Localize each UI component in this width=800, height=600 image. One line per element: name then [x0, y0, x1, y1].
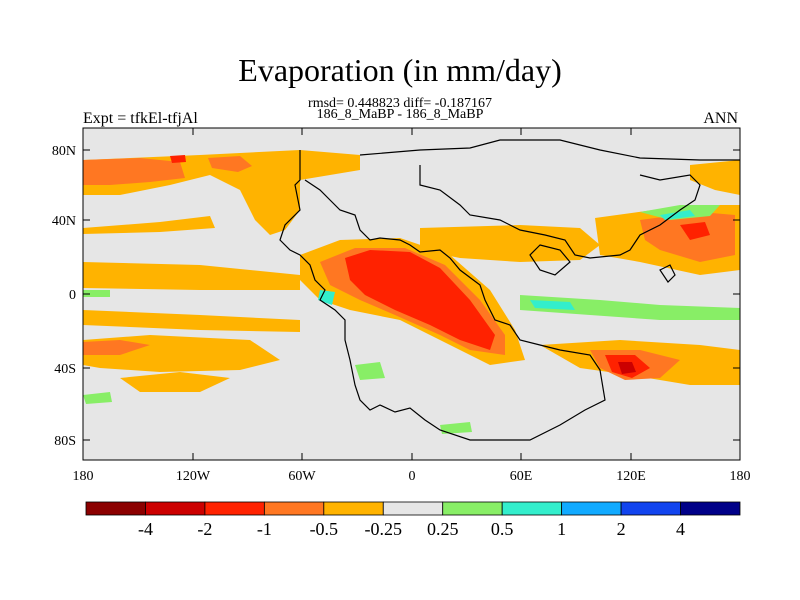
colorbar-label: 0.25 [427, 519, 459, 539]
colorbar-swatch [561, 501, 622, 516]
lon-label-0: 0 [409, 469, 416, 484]
contour-north-orange-2 [208, 156, 252, 172]
longitude-axis: 180 120W 60W 0 60E 120E 180 [73, 128, 751, 484]
coastlines [279, 139, 740, 441]
colorbar-label: -0.25 [365, 519, 403, 539]
contour-atlantic-red [345, 250, 495, 350]
contour-green-4 [355, 362, 385, 380]
contour-green-1 [83, 290, 110, 297]
contour-trop-band-1 [83, 262, 300, 290]
lon-label-180-right: 180 [730, 469, 751, 484]
contour-indian-south-darkred [618, 362, 636, 374]
statistics-text: rmsd= 0.448823 diff= -0.187167 [308, 96, 492, 111]
lon-label-60E: 60E [510, 469, 533, 484]
contour-green-2 [83, 392, 112, 404]
contour-east-north-1 [690, 160, 740, 195]
coastline-laurasia [279, 150, 606, 441]
colorbar-label: 4 [676, 519, 685, 539]
colorbar-label: -0.5 [310, 519, 339, 539]
contour-green-5 [440, 422, 472, 434]
contour-cyan-1 [530, 300, 575, 310]
colorbar-swatch [680, 501, 741, 516]
contour-trop-band-2 [83, 310, 300, 332]
contour-east-band-2 [420, 225, 600, 262]
colorbar-label: 0.5 [491, 519, 514, 539]
colorbar: -4 -2 -1 -0.5 -0.25 0.25 0.5 1 2 4 [85, 501, 741, 539]
experiment-label: Expt = tfkEl-tfjAl [83, 110, 198, 127]
map-title: Evaporation (in mm/day) [238, 52, 562, 88]
contour-east-red [680, 222, 710, 240]
colorbar-label: -1 [257, 519, 272, 539]
evaporation-contours [83, 150, 740, 434]
colorbar-swatch [382, 501, 444, 516]
contour-cyan-3 [660, 210, 695, 220]
lon-label-180-left: 180 [73, 469, 94, 484]
contour-pac-south-2 [120, 372, 230, 392]
contour-east-orange [640, 212, 735, 262]
lat-label-40N: 40N [52, 214, 76, 229]
colorbar-label: -4 [138, 519, 153, 539]
colorbar-swatch [323, 501, 384, 516]
map-panel [83, 128, 740, 460]
colorbar-swatch [204, 501, 265, 516]
lon-label-120E: 120E [616, 469, 646, 484]
contour-north-orange-1 [83, 158, 185, 185]
contour-north-red [170, 155, 186, 163]
colorbar-label: -2 [197, 519, 212, 539]
colorbar-swatch [501, 501, 563, 516]
annual-label: ANN [703, 110, 738, 127]
map-subtitle: 186_8_MaBP - 186_8_MaBP [316, 107, 484, 122]
lat-label-80S: 80S [54, 434, 76, 449]
latitude-axis: 80N 40N 0 40S 80S [52, 144, 740, 449]
coastline-north [359, 139, 740, 161]
colorbar-swatch [442, 501, 503, 516]
lon-label-60W: 60W [288, 469, 316, 484]
contour-pac-south-orange [83, 340, 150, 355]
colorbar-label: 2 [617, 519, 626, 539]
coastline-east-island [659, 264, 676, 283]
contour-green-3 [520, 295, 740, 320]
lon-label-120W: 120W [176, 469, 211, 484]
colorbar-swatch [85, 501, 146, 516]
colorbar-label: 1 [557, 519, 566, 539]
colorbar-swatch [263, 501, 325, 516]
colorbar-swatch [145, 501, 206, 516]
lat-label-80N: 80N [52, 144, 76, 159]
lat-label-0: 0 [69, 288, 76, 303]
coastline-asia [419, 165, 701, 259]
colorbar-swatch [620, 501, 681, 516]
coastline-india [529, 244, 571, 276]
contour-lonN-band [83, 216, 215, 234]
lat-label-40S: 40S [54, 362, 76, 377]
